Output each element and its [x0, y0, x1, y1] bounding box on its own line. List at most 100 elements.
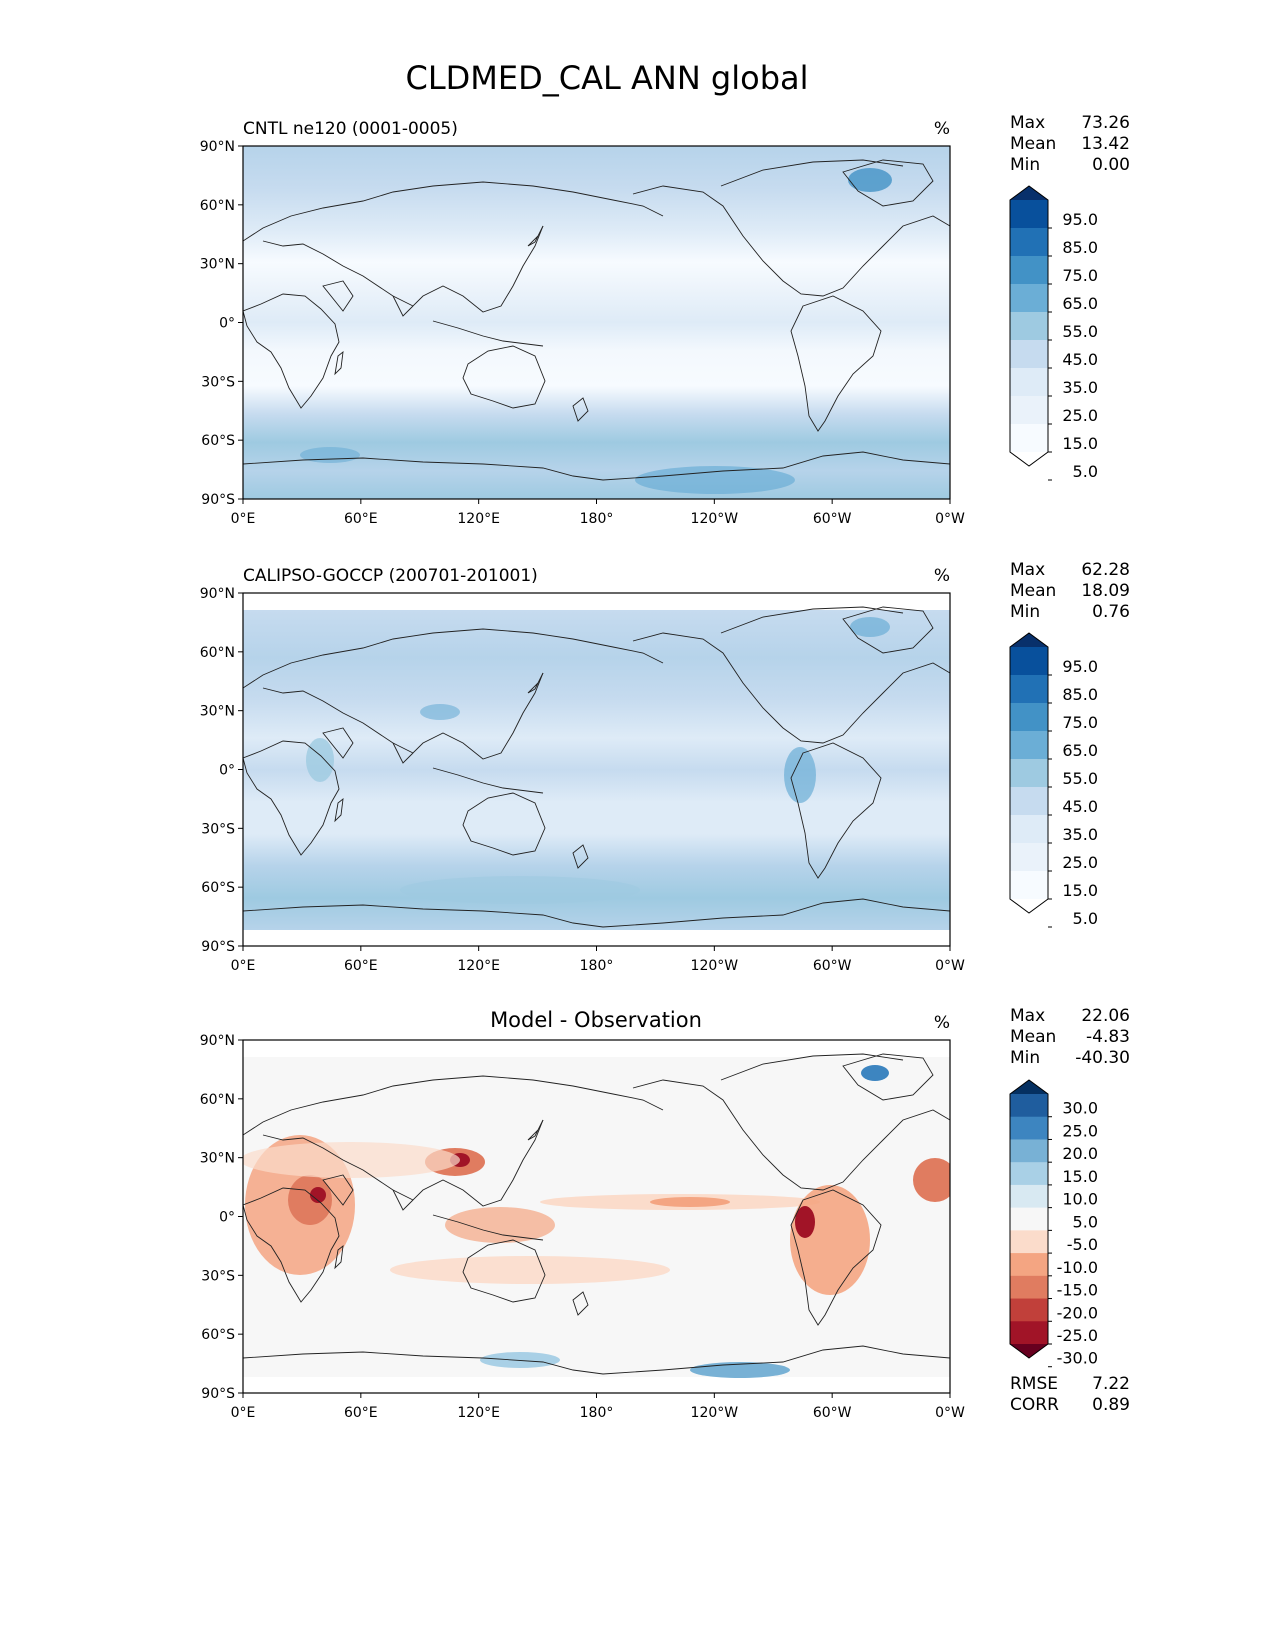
- panel-title: Model - Observation: [490, 1008, 702, 1032]
- lat-tick-label: 0°: [219, 763, 235, 779]
- lat-tick-label: 60°S: [201, 433, 235, 449]
- lat-tick-label: 90°N: [200, 1033, 235, 1049]
- lon-tick-label: 180°: [580, 958, 614, 974]
- colorbar-swatch: [1010, 1321, 1048, 1345]
- max-label: Max: [1010, 1006, 1045, 1026]
- colorbar-swatch: [1010, 647, 1048, 676]
- colorbar-label: 85.0: [1062, 685, 1098, 704]
- lon-axis: 0°E 60°E 120°E 180° 120°W 60°W 0°W: [231, 946, 965, 974]
- colorbar-swatch: [1010, 1116, 1048, 1140]
- figure-title: CLDMED_CAL ANN global: [405, 59, 808, 97]
- colorbar-label: 10.0: [1062, 1190, 1098, 1209]
- lat-tick-label: 60°N: [200, 1092, 235, 1108]
- panel-model: CNTL ne120 (0001-0005) % 90°N 60°N 30°N 0° 3…: [200, 113, 1130, 527]
- lat-axis: 90°N 60°N 30°N 0° 30°S 60°S 90°S: [200, 586, 243, 955]
- colorbar-swatch: [1010, 284, 1048, 313]
- lat-tick-label: 30°N: [200, 1151, 235, 1167]
- lon-tick-label: 60°W: [813, 958, 852, 974]
- colorbar-label: 95.0: [1062, 657, 1098, 676]
- lon-axis: 0°E 60°E 120°E 180° 120°W 60°W 0°W: [231, 1393, 965, 1421]
- units-label: %: [934, 1013, 950, 1033]
- colorbar-label: 5.0: [1073, 909, 1098, 928]
- colorbar-label: 35.0: [1062, 378, 1098, 397]
- colorbar-swatch: [1010, 703, 1048, 732]
- colorbar-label: 55.0: [1062, 322, 1098, 341]
- lon-tick-label: 0°E: [231, 958, 256, 974]
- lat-tick-label: 60°S: [201, 1327, 235, 1343]
- metrics-block: RMSE 7.22 CORR 0.89: [1010, 1374, 1130, 1415]
- lat-tick-label: 90°N: [200, 139, 235, 155]
- lat-tick-label: 30°N: [200, 257, 235, 273]
- panel-title: CNTL ne120 (0001-0005): [243, 119, 458, 139]
- colorbar-swatch: [1010, 256, 1048, 285]
- colorbar-swatch: [1010, 1275, 1048, 1300]
- lon-tick-label: 120°W: [691, 958, 739, 974]
- lat-tick-label: 30°S: [201, 1268, 235, 1284]
- lat-tick-label: 30°S: [201, 821, 235, 837]
- lon-axis: 0°E 60°E 120°E 180° 120°W 60°W 0°W: [231, 499, 965, 527]
- min-value: 0.00: [1092, 155, 1130, 175]
- lat-tick-label: 90°S: [201, 492, 235, 508]
- colorbar-extend-min: [1010, 1344, 1048, 1358]
- lon-tick-label: 0°W: [935, 511, 965, 527]
- lon-tick-label: 0°E: [231, 511, 256, 527]
- colorbar-label: -15.0: [1057, 1281, 1098, 1300]
- lon-tick-label: 0°E: [231, 1405, 256, 1421]
- colorbar-label: 15.0: [1062, 1167, 1098, 1186]
- colorbar-label: 5.0: [1073, 462, 1098, 481]
- colorbar-label: 75.0: [1062, 713, 1098, 732]
- colorbar-label: -10.0: [1057, 1258, 1098, 1277]
- colorbar-extend-min: [1010, 899, 1048, 913]
- colorbar-label: 15.0: [1062, 434, 1098, 453]
- colorbar-swatch: [1010, 340, 1048, 369]
- lon-tick-label: 60°E: [344, 958, 378, 974]
- min-label: Min: [1010, 155, 1040, 175]
- colorbar-label: 65.0: [1062, 741, 1098, 760]
- map-field: [243, 146, 950, 499]
- map-field: [243, 1053, 950, 1378]
- max-label: Max: [1010, 113, 1045, 133]
- colorbar-swatch: [1010, 759, 1048, 788]
- lon-tick-label: 180°: [580, 1405, 614, 1421]
- colorbar-extend-max: [1010, 633, 1048, 647]
- colorbar-label: -30.0: [1057, 1349, 1098, 1368]
- mean-label: Mean: [1010, 581, 1056, 601]
- max-value: 62.28: [1081, 560, 1130, 580]
- colorbar-label: 5.0: [1073, 1212, 1098, 1231]
- colorbar-swatch: [1010, 1094, 1048, 1118]
- colorbar-label: 85.0: [1062, 238, 1098, 257]
- colorbar-label: 30.0: [1062, 1099, 1098, 1118]
- max-label: Max: [1010, 560, 1045, 580]
- colorbar-extend-max: [1010, 1080, 1048, 1094]
- lon-tick-label: 120°W: [691, 511, 739, 527]
- panel-obs: CALIPSO-GOCCP (200701-201001) % 90°N 60°N…: [200, 560, 1130, 974]
- colorbar-swatch: [1010, 1184, 1048, 1209]
- mean-value: 18.09: [1081, 581, 1130, 601]
- colorbar-extend-max: [1010, 186, 1048, 200]
- lon-tick-label: 60°W: [813, 1405, 852, 1421]
- colorbar-swatch: [1010, 843, 1048, 872]
- colorbar-label: 25.0: [1062, 853, 1098, 872]
- lat-tick-label: 60°N: [200, 198, 235, 214]
- mean-label: Mean: [1010, 134, 1056, 154]
- units-label: %: [934, 119, 950, 139]
- colorbar-label: 25.0: [1062, 406, 1098, 425]
- colorbar-swatch: [1010, 871, 1048, 900]
- colorbar-label: 20.0: [1062, 1144, 1098, 1163]
- lat-tick-label: 90°S: [201, 1386, 235, 1402]
- lon-tick-label: 120°E: [457, 511, 500, 527]
- colorbar-swatch: [1010, 1298, 1048, 1322]
- mean-value: -4.83: [1086, 1027, 1130, 1047]
- colorbar-swatch: [1010, 1253, 1048, 1277]
- colorbar-swatch: [1010, 675, 1048, 704]
- colorbar-label: 45.0: [1062, 797, 1098, 816]
- lon-tick-label: 0°W: [935, 1405, 965, 1421]
- stats-block: Max 73.26 Mean 13.42 Min 0.00: [1010, 113, 1130, 175]
- colorbar-swatch: [1010, 1162, 1048, 1186]
- colorbar: 95.0 85.0 75.0 65.0 55.0 45.0 35.0 25.0 15.0 5.0: [1009, 185, 1098, 481]
- lat-axis: 90°N 60°N 30°N 0° 30°S 60°S 90°S: [200, 139, 243, 508]
- colorbar-swatch: [1010, 228, 1048, 257]
- colorbar-label: 25.0: [1062, 1121, 1098, 1140]
- stats-block: Max 22.06 Mean -4.83 Min -40.30: [1010, 1006, 1130, 1068]
